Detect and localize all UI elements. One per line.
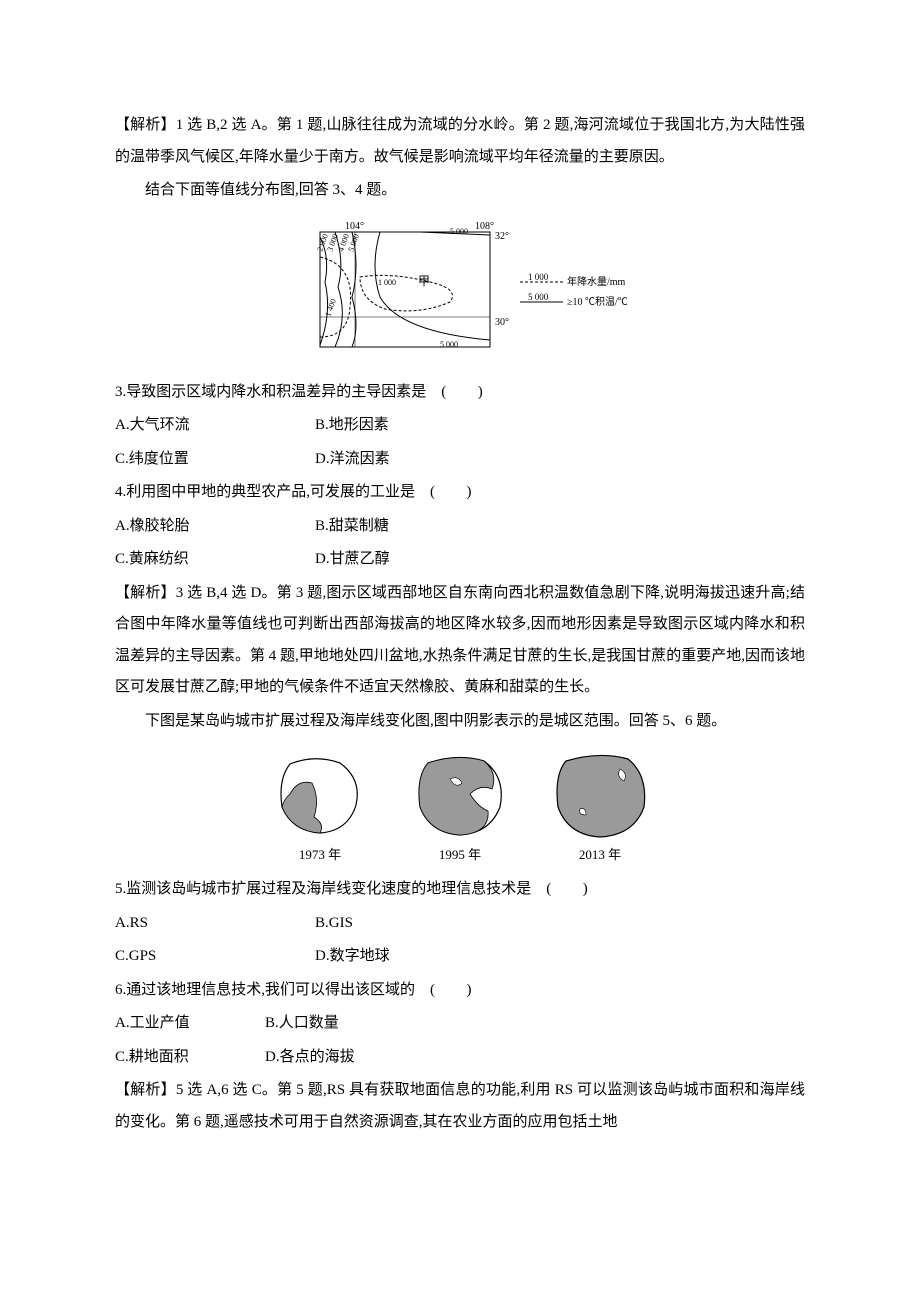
svg-text:1 400: 1 400 (323, 297, 338, 317)
q4-stem: 4.利用图中甲地的典型农产品,可发展的工业是 ( ) (115, 477, 805, 509)
year-label-3: 2013 年 (579, 841, 621, 868)
q3-options-row1: A.大气环流 B.地形因素 (115, 410, 805, 442)
year-label-2: 1995 年 (439, 841, 481, 868)
q5-options-row2: C.GPS D.数字地球 (115, 941, 805, 973)
lat-top: 32° (495, 231, 509, 242)
q5-stem: 5.监测该岛屿城市扩展过程及海岸线变化速度的地理信息技术是 ( ) (115, 874, 805, 906)
q3-opt-c: C.纬度位置 (115, 444, 315, 476)
svg-text:1 000: 1 000 (528, 272, 549, 282)
year-label-1: 1973 年 (299, 841, 341, 868)
intro-34: 结合下面等值线分布图,回答 3、4 题。 (115, 175, 805, 207)
svg-text:5 000: 5 000 (528, 292, 549, 302)
label-jia: 甲 (418, 274, 430, 288)
intro-56: 下图是某岛屿城市扩展过程及海岸线变化图,图中阴影表示的是城区范围。回答 5、6 … (115, 706, 805, 738)
answer-block-12: 【解析】1 选 B,2 选 A。第 1 题,山脉往往成为流域的分水岭。第 2 题… (115, 110, 805, 173)
q4-options-row1: A.橡胶轮胎 B.甜菜制糖 (115, 511, 805, 543)
q5-opt-c: C.GPS (115, 941, 315, 973)
legend-precip-text: 年降水量/mm (567, 275, 626, 288)
q5-opt-d: D.数字地球 (315, 941, 515, 973)
q5-opt-b: B.GIS (315, 908, 515, 940)
figure-island-timeline: 1973 年 1995 年 2013 年 (115, 749, 805, 868)
figure-isoline-map: 104° 108° 32° 30° 2 000 3 000 4 000 5 00… (115, 217, 805, 367)
lon-right: 108° (475, 221, 494, 232)
answer-block-34: 【解析】3 选 B,4 选 D。第 3 题,图示区域西部地区自东南向西北积温数值… (115, 578, 805, 704)
q3-opt-b: B.地形因素 (315, 410, 515, 442)
svg-text:1 000: 1 000 (378, 278, 396, 287)
lon-left: 104° (345, 221, 364, 232)
island-1973: 1973 年 (270, 749, 370, 868)
q4-opt-a: A.橡胶轮胎 (115, 511, 315, 543)
q6-opt-c: C.耕地面积 (115, 1042, 265, 1074)
q4-opt-d: D.甘蔗乙醇 (315, 544, 515, 576)
q4-options-row2: C.黄麻纺织 D.甘蔗乙醇 (115, 544, 805, 576)
q6-opt-b: B.人口数量 (265, 1008, 465, 1040)
q3-opt-a: A.大气环流 (115, 410, 315, 442)
island-2013: 2013 年 (550, 749, 650, 868)
svg-text:5 000: 5 000 (450, 227, 468, 236)
svg-text:5 000: 5 000 (440, 340, 458, 349)
q6-opt-d: D.各点的海拔 (265, 1042, 465, 1074)
q3-opt-d: D.洋流因素 (315, 444, 515, 476)
island-1995: 1995 年 (410, 749, 510, 868)
answer-block-56: 【解析】5 选 A,6 选 C。第 5 题,RS 具有获取地面信息的功能,利用 … (115, 1075, 805, 1138)
q6-options-row1: A.工业产值 B.人口数量 (115, 1008, 805, 1040)
q5-options-row1: A.RS B.GIS (115, 908, 805, 940)
legend-temp-text: ≥10 ℃积温/℃ (567, 296, 628, 308)
q3-options-row2: C.纬度位置 D.洋流因素 (115, 444, 805, 476)
q6-opt-a: A.工业产值 (115, 1008, 265, 1040)
lat-bottom: 30° (495, 317, 509, 328)
q3-stem: 3.导致图示区域内降水和积温差异的主导因素是 ( ) (115, 377, 805, 409)
q6-stem: 6.通过该地理信息技术,我们可以得出该区域的 ( ) (115, 975, 805, 1007)
q5-opt-a: A.RS (115, 908, 315, 940)
q4-opt-c: C.黄麻纺织 (115, 544, 315, 576)
q6-options-row2: C.耕地面积 D.各点的海拔 (115, 1042, 805, 1074)
q4-opt-b: B.甜菜制糖 (315, 511, 515, 543)
